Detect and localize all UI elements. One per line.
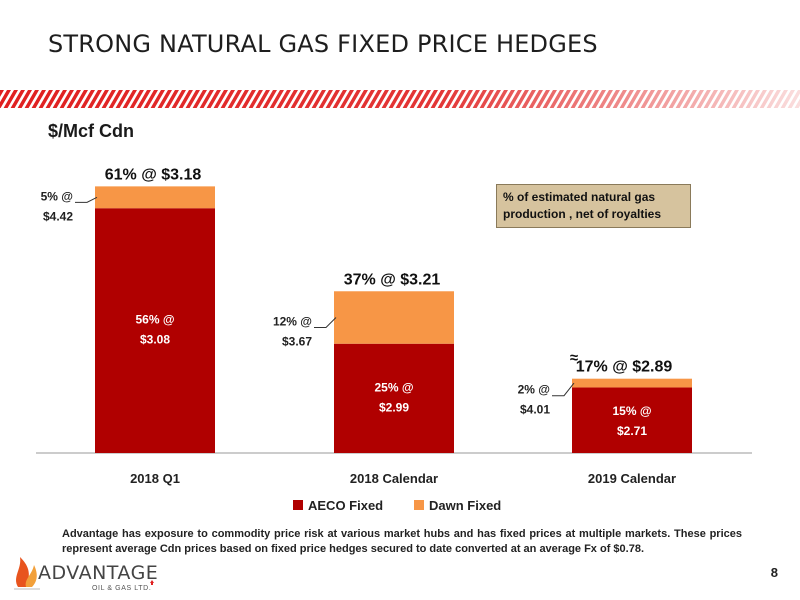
aeco-label-1: 25% @	[374, 380, 413, 394]
dawn-label-2: 2% @	[518, 383, 550, 397]
page-number: 8	[770, 565, 778, 580]
tick-label-0: 2018 Q1	[130, 471, 180, 486]
dawn-label-1: 12% @	[273, 315, 312, 329]
dawn-price-1: $3.67	[282, 335, 312, 349]
tick-label-1: 2018 Calendar	[350, 471, 438, 486]
dawn-price-0: $4.42	[43, 209, 73, 223]
tick-label-2: 2019 Calendar	[588, 471, 676, 486]
legend-swatch-aeco	[293, 500, 303, 510]
aeco-label-0: 56% @	[135, 313, 174, 327]
total-label-0: 61% @ $3.18	[105, 166, 202, 183]
slide-title: STRONG NATURAL GAS FIXED PRICE HEDGES	[48, 30, 598, 58]
bar-dawn-1	[334, 291, 454, 344]
dawn-leader-2	[552, 382, 575, 397]
aeco-label-2: 15% @	[612, 404, 651, 418]
legend-swatch-dawn	[414, 500, 424, 510]
bar-dawn-0	[95, 186, 215, 209]
header-stripe	[0, 90, 800, 108]
footnote: Advantage has exposure to commodity pric…	[62, 528, 742, 555]
dawn-label-0: 5% @	[41, 189, 73, 203]
hedge-chart: 2018 Q1 61% @ $3.18 56% @ $3.08 5% @ $4.42 201…	[36, 166, 752, 513]
aeco-price-1: $2.99	[379, 400, 409, 414]
total-label-1: 37% @ $3.21	[344, 271, 441, 288]
aeco-price-0: $3.08	[140, 333, 170, 347]
dawn-leader-0	[75, 196, 98, 203]
bar-aeco-0	[95, 208, 215, 453]
aeco-price-2: $2.71	[617, 424, 647, 438]
logo-subtext: OIL & GAS LTD.	[92, 585, 152, 592]
unit-label: $/Mcf Cdn	[48, 121, 135, 141]
dawn-price-2: $4.01	[520, 403, 550, 417]
advantage-logo-flame-icon	[14, 557, 154, 590]
legend-label-dawn: Dawn Fixed	[429, 498, 501, 513]
logo-text: ADVANTAGE	[38, 562, 159, 584]
dawn-leader-1	[314, 317, 337, 328]
note-box: % of estimated natural gas production , …	[496, 184, 691, 228]
total-label-2: 17% @ $2.89	[576, 359, 673, 376]
approx-marker: ≈	[570, 350, 578, 367]
bar-aeco-1	[334, 343, 454, 453]
bar-aeco-2	[572, 387, 692, 453]
bar-dawn-2	[572, 378, 692, 388]
legend-label-aeco: AECO Fixed	[308, 498, 383, 513]
